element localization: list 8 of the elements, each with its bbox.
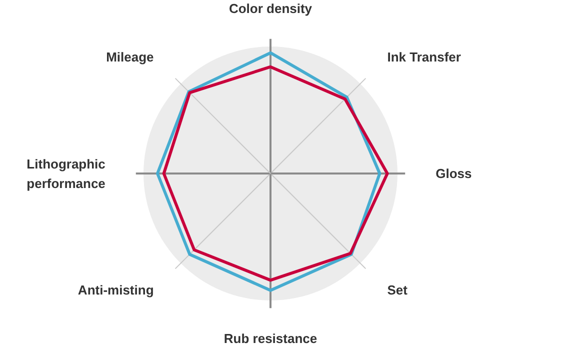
spoke-label: Lithographic performance <box>26 156 106 191</box>
spoke-label: Ink Transfer <box>387 49 461 64</box>
spoke-label: Gloss <box>436 166 472 181</box>
spoke-label: Anti-misting <box>78 282 154 298</box>
spoke-label: Mileage <box>106 49 154 64</box>
spoke-label: Rub resistance <box>224 330 318 346</box>
spoke-label: Color density <box>228 1 313 16</box>
spoke-label: Set <box>387 282 408 298</box>
